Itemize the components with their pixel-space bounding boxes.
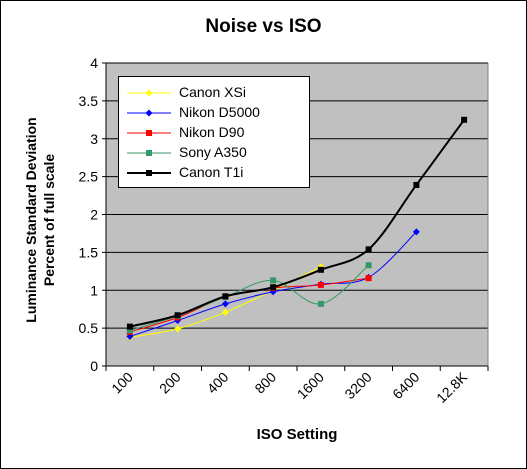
legend-swatch-sony-a350 xyxy=(127,150,171,156)
legend-label-canon-xsi: Canon XSi xyxy=(179,84,246,100)
legend-item-canon-xsi: Canon XSi xyxy=(119,83,309,103)
y-tick-label: 4 xyxy=(90,55,98,71)
data-point-nikon-d90 xyxy=(365,275,372,282)
legend-label-canon-t1i: Canon T1i xyxy=(179,164,244,180)
data-point-canon-t1i xyxy=(413,181,420,188)
legend-swatch-marker xyxy=(145,109,153,117)
y-tick-label: 1.5 xyxy=(79,244,99,260)
legend-label-sony-a350: Sony A350 xyxy=(179,144,247,160)
legend-item-nikon-d5000: Nikon D5000 xyxy=(119,103,309,123)
legend-swatch-marker xyxy=(146,130,152,136)
y-tick-label: 3 xyxy=(90,131,98,147)
data-point-canon-t1i xyxy=(126,323,133,330)
y-tick-label: 3.5 xyxy=(79,93,99,109)
data-point-sony-a350 xyxy=(126,327,133,334)
x-tick-label: 3200 xyxy=(341,369,374,402)
legend-label-nikon-d5000: Nikon D5000 xyxy=(179,104,260,120)
y-tick-label: 0.5 xyxy=(79,320,99,336)
data-point-canon-t1i xyxy=(222,293,229,300)
legend-item-nikon-d90: Nikon D90 xyxy=(119,123,309,143)
legend-swatch-marker xyxy=(146,170,152,176)
x-tick-label: 100 xyxy=(108,369,136,397)
y-tick-label: 0 xyxy=(90,358,98,374)
x-tick-label: 12.8K xyxy=(433,368,471,406)
legend-swatch-marker xyxy=(145,89,153,97)
legend-swatch-nikon-d90 xyxy=(127,130,171,136)
data-point-canon-t1i xyxy=(317,266,324,273)
y-tick-label: 1 xyxy=(90,282,98,298)
x-tick-label: 1600 xyxy=(294,369,327,402)
data-point-canon-t1i xyxy=(174,312,181,319)
y-tick-label: 2 xyxy=(90,207,98,223)
data-point-canon-t1i xyxy=(365,246,372,253)
chart-title: Noise vs ISO xyxy=(205,16,322,37)
legend-label-nikon-d90: Nikon D90 xyxy=(179,124,245,140)
data-point-sony-a350 xyxy=(317,300,324,307)
legend: Canon XSi Nikon D5000 Nikon D90 Sony A350 Ca… xyxy=(118,76,310,188)
legend-swatch-canon-t1i xyxy=(127,170,171,176)
data-point-canon-t1i xyxy=(461,116,468,123)
x-tick-label: 200 xyxy=(156,369,184,397)
x-tick-label: 800 xyxy=(251,369,279,397)
legend-item-canon-t1i: Canon T1i xyxy=(119,163,309,183)
data-point-nikon-d5000 xyxy=(221,300,229,308)
data-point-canon-xsi xyxy=(221,308,229,316)
legend-swatch-canon-xsi xyxy=(127,89,171,97)
x-axis-label: ISO Setting xyxy=(256,426,338,443)
data-point-nikon-d90 xyxy=(317,281,324,288)
legend-swatch-nikon-d5000 xyxy=(127,109,171,117)
legend-item-sony-a350: Sony A350 xyxy=(119,143,309,163)
y-tick-label: 2.5 xyxy=(79,169,99,185)
data-point-canon-xsi xyxy=(174,325,182,333)
data-point-sony-a350 xyxy=(365,262,372,269)
legend-swatch-marker xyxy=(146,150,152,156)
x-tick-label: 6400 xyxy=(389,369,422,402)
data-point-sony-a350 xyxy=(270,277,277,284)
data-point-nikon-d5000 xyxy=(412,228,420,236)
x-tick-label: 400 xyxy=(204,369,232,397)
data-point-canon-t1i xyxy=(270,284,277,291)
